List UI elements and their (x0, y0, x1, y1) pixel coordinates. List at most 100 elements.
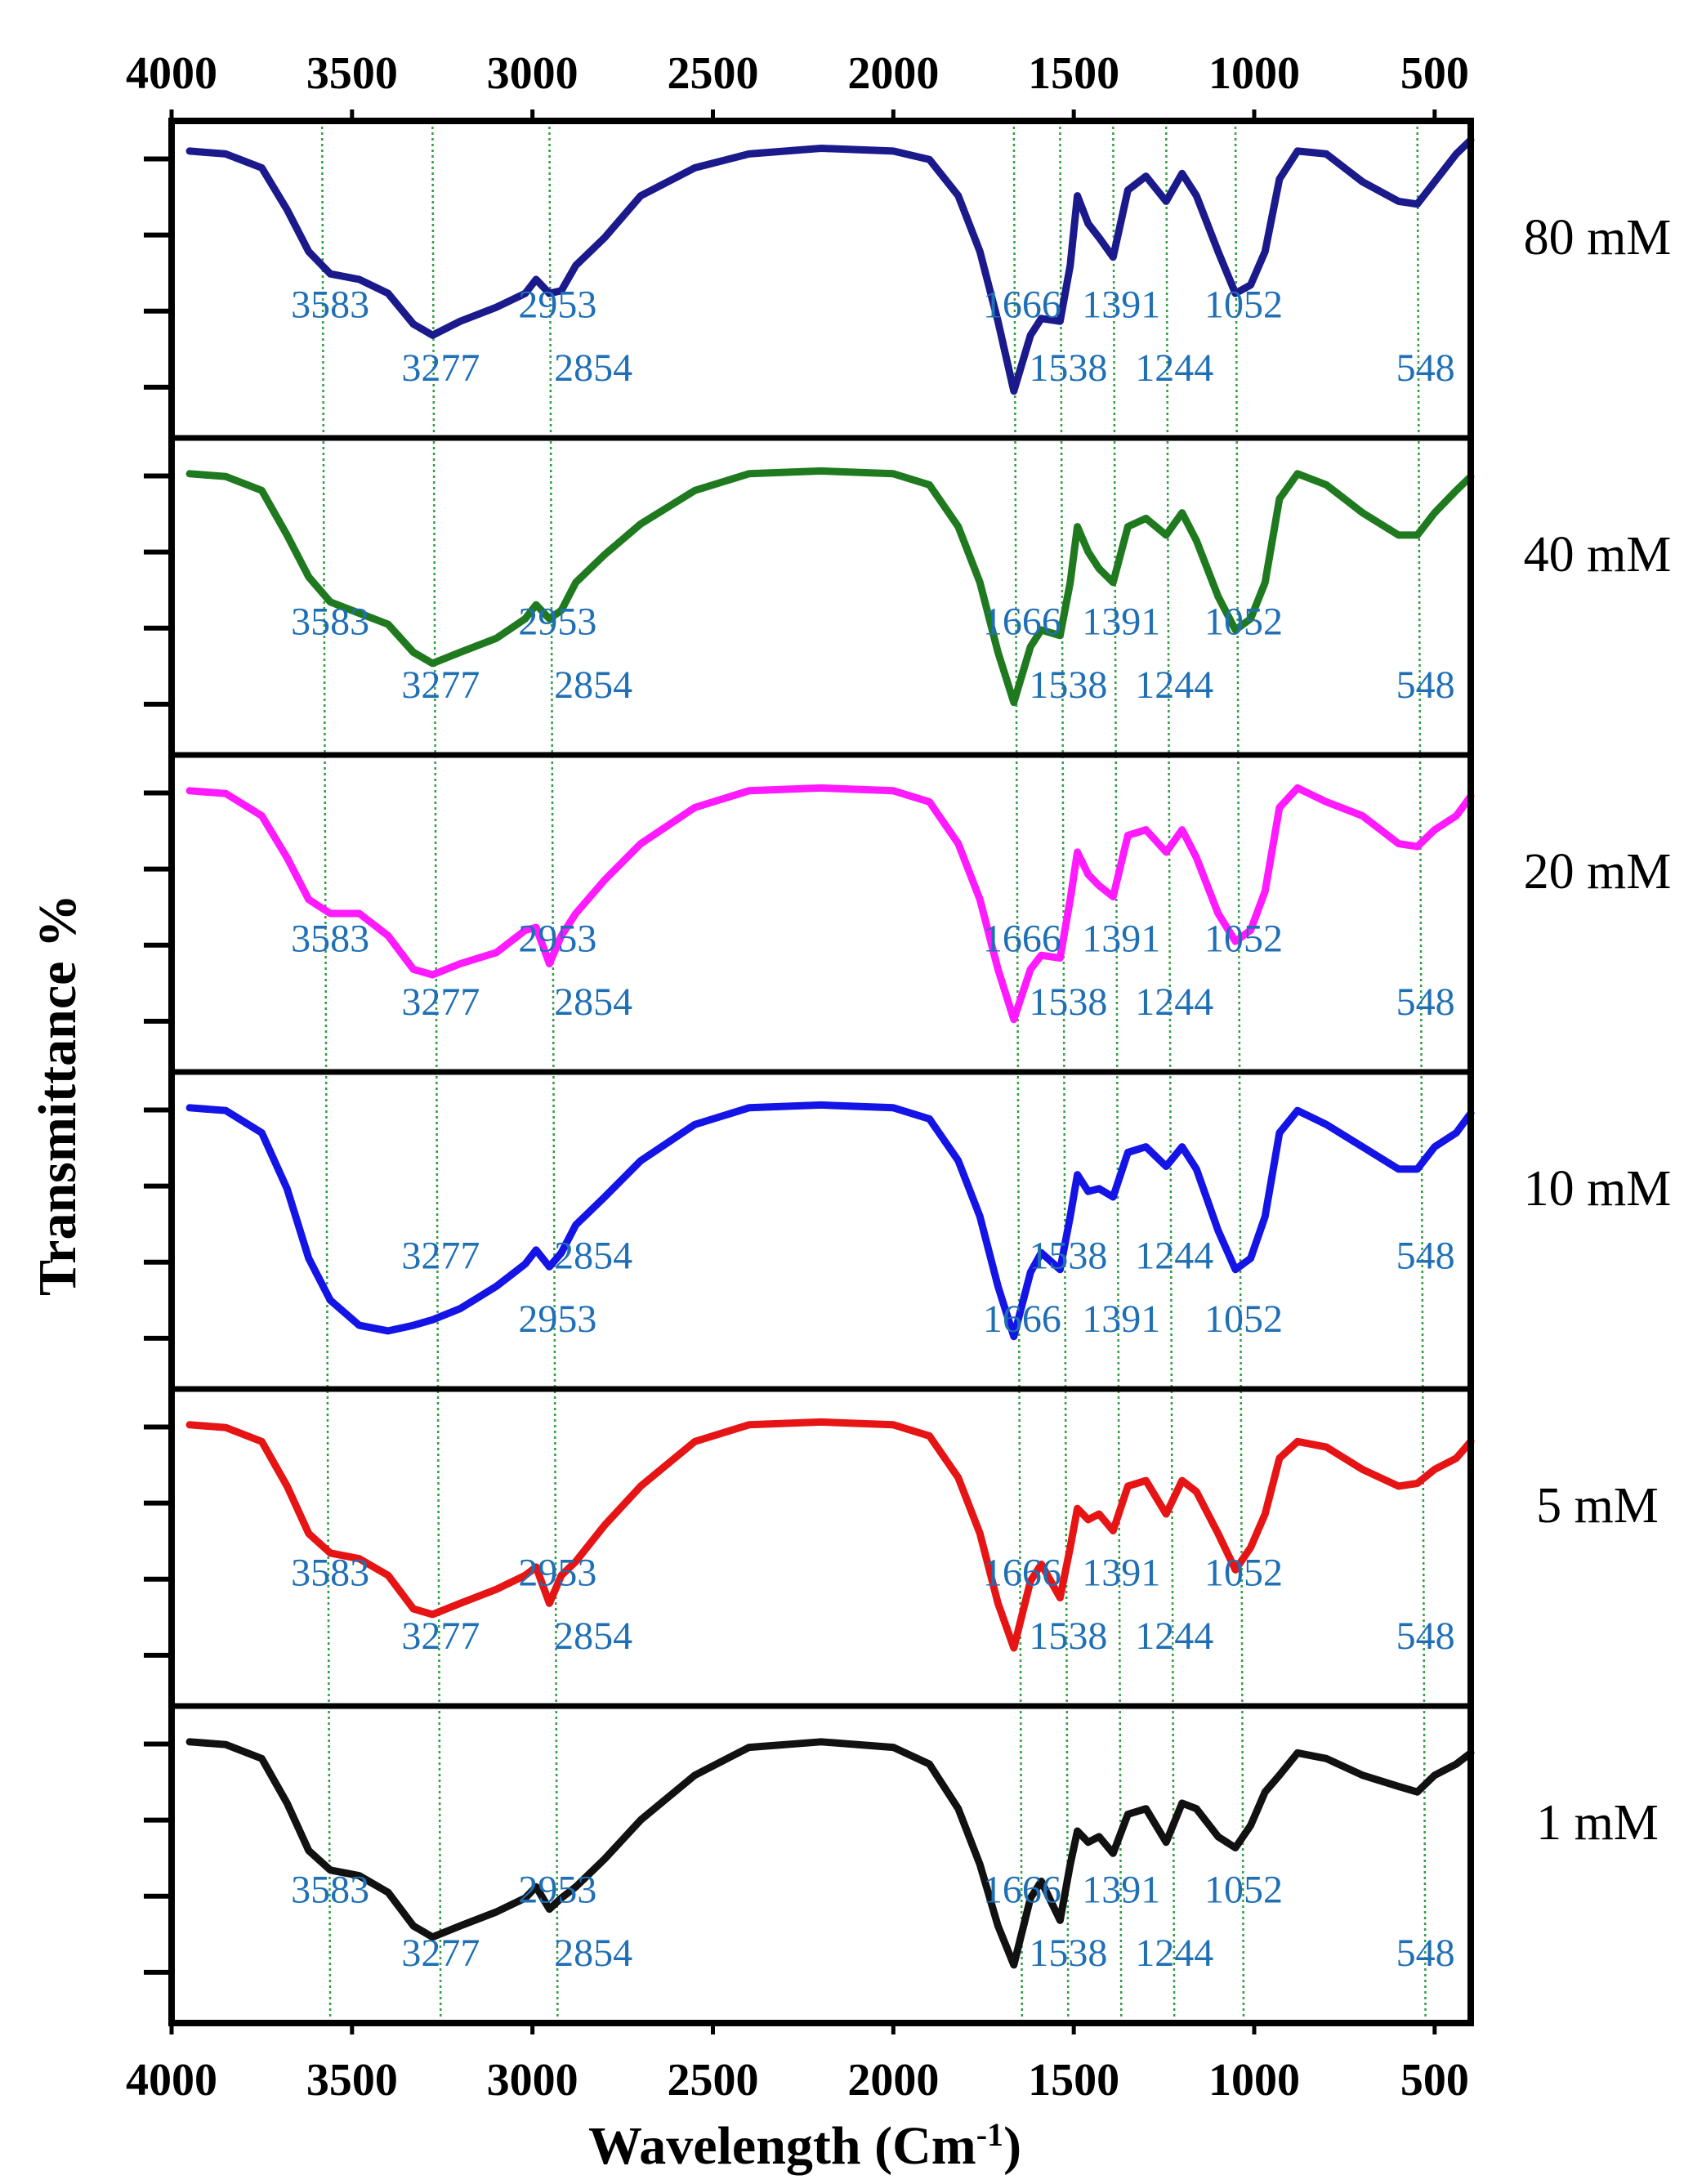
x-tick-label-top: 1500 (1028, 48, 1119, 99)
spectrum-line (185, 1101, 1475, 1341)
panel-20-mm: 20 mM 3583 3277 2953 2854 1666 1538 1391 1244 105… (144, 784, 1672, 1075)
peak-label-548: 548 (1396, 663, 1455, 707)
peak-label-1538: 1538 (1029, 980, 1107, 1024)
peak-label-1244: 1244 (1135, 663, 1213, 707)
peak-label-548: 548 (1396, 1235, 1455, 1278)
peak-label-1052: 1052 (1204, 1297, 1283, 1341)
peak-label-2953: 2953 (518, 1552, 596, 1595)
peak-label-1538: 1538 (1029, 1235, 1107, 1278)
peak-label-1666: 1666 (983, 284, 1061, 327)
x-tick-label-bottom: 4000 (126, 2055, 217, 2106)
x-tick-label-top: 3500 (306, 48, 398, 99)
peak-label-1244: 1244 (1135, 346, 1213, 390)
peak-label-1538: 1538 (1029, 1932, 1107, 1975)
peak-label-1538: 1538 (1029, 346, 1107, 390)
x-tick-label-bottom: 2000 (847, 2055, 939, 2106)
peak-label-2953: 2953 (518, 1869, 596, 1912)
peak-label-1391: 1391 (1082, 918, 1160, 961)
concentration-label: 20 mM (1524, 844, 1672, 900)
x-axis-title-text: Wavelength (Cm (588, 2116, 976, 2176)
peak-label-1538: 1538 (1029, 663, 1107, 707)
x-axis-title: Wavelength (Cm-1) (588, 2116, 1021, 2177)
peak-label-1666: 1666 (983, 1869, 1061, 1912)
spectrum-line (185, 1738, 1475, 1969)
peak-label-2953: 2953 (518, 601, 596, 644)
peak-label-1391: 1391 (1082, 1552, 1160, 1595)
peak-label-1052: 1052 (1204, 601, 1283, 644)
peak-label-1052: 1052 (1204, 1552, 1283, 1595)
peak-label-2854: 2854 (554, 663, 632, 707)
spectra-panels: 80 mM 3583 3277 2953 2854 1666 1538 1391 1244 105… (144, 136, 1672, 2026)
peak-label-2953: 2953 (518, 284, 596, 327)
peak-label-1391: 1391 (1082, 284, 1160, 327)
peak-label-3583: 3583 (291, 1869, 369, 1912)
x-tick-label-bottom: 3000 (487, 2055, 578, 2106)
peak-label-1666: 1666 (983, 1297, 1061, 1341)
x-tick-label-top: 4000 (126, 48, 217, 99)
peak-label-1052: 1052 (1204, 918, 1283, 961)
x-tick-label-top: 3000 (487, 48, 578, 99)
peak-label-3583: 3583 (291, 284, 369, 327)
peak-label-3583: 3583 (291, 601, 369, 644)
x-tick-label-top: 2500 (668, 48, 759, 99)
concentration-label: 1 mM (1536, 1795, 1659, 1851)
peak-label-548: 548 (1396, 1932, 1455, 1975)
peak-label-1391: 1391 (1082, 1869, 1160, 1912)
axes: 4000 4000 3500 3500 3000 3000 2500 2500 2000 2000… (126, 48, 1474, 2106)
peak-label-1244: 1244 (1135, 1932, 1213, 1975)
peak-label-2953: 2953 (518, 918, 596, 961)
x-axis-title-superscript: -1 (976, 2116, 1003, 2153)
panel-40-mm: 40 mM 3583 3277 2953 2854 1666 1538 1391 1244 105… (144, 467, 1672, 758)
panel-80-mm: 80 mM 3583 3277 2953 2854 1666 1538 1391 1244 105… (144, 136, 1672, 441)
peak-label-1538: 1538 (1029, 1615, 1107, 1658)
peak-label-1391: 1391 (1082, 601, 1160, 644)
spectrum-line (185, 1418, 1475, 1652)
spectrum-line (185, 784, 1475, 1024)
x-tick-label-bottom: 500 (1400, 2055, 1469, 2106)
peak-label-2854: 2854 (554, 980, 632, 1024)
peak-label-1052: 1052 (1204, 284, 1283, 327)
spectrum-line (185, 136, 1475, 395)
concentration-label: 5 mM (1536, 1478, 1659, 1534)
peak-label-2854: 2854 (554, 1615, 632, 1658)
peak-label-3583: 3583 (291, 918, 369, 961)
peak-label-3277: 3277 (401, 980, 480, 1024)
peak-label-3277: 3277 (401, 663, 480, 707)
panel-5-mm: 5 mM 3583 3277 2953 2854 1666 1538 1391 1244 1052… (144, 1418, 1659, 1709)
x-tick-label-bottom: 3500 (306, 2055, 398, 2106)
peak-label-3277: 3277 (401, 346, 480, 390)
peak-label-3277: 3277 (401, 1235, 480, 1278)
peak-label-1666: 1666 (983, 601, 1061, 644)
concentration-label: 80 mM (1524, 210, 1672, 266)
peak-label-1052: 1052 (1204, 1869, 1283, 1912)
spectrum-line (185, 467, 1475, 707)
x-tick-label-bottom: 1000 (1208, 2055, 1300, 2106)
peak-label-548: 548 (1396, 1615, 1455, 1658)
peak-label-1244: 1244 (1135, 1615, 1213, 1658)
plot-frame (168, 118, 1474, 2026)
y-axis-title: Transmittance % (28, 894, 87, 1296)
concentration-label: 40 mM (1524, 527, 1672, 583)
peak-label-548: 548 (1396, 980, 1455, 1024)
peak-label-1244: 1244 (1135, 980, 1213, 1024)
peak-label-2953: 2953 (518, 1297, 596, 1341)
peak-label-3583: 3583 (291, 1552, 369, 1595)
x-tick-label-top: 1000 (1208, 48, 1300, 99)
x-axis-title-close: ) (1003, 2116, 1021, 2176)
x-tick-label-top: 500 (1400, 48, 1469, 99)
peak-label-548: 548 (1396, 346, 1455, 390)
peak-label-1244: 1244 (1135, 1235, 1213, 1278)
peak-label-3277: 3277 (401, 1615, 480, 1658)
concentration-label: 10 mM (1524, 1161, 1672, 1217)
x-tick-label-bottom: 1500 (1028, 2055, 1119, 2106)
peak-label-2854: 2854 (554, 346, 632, 390)
peak-label-2854: 2854 (554, 1235, 632, 1278)
panel-1-mm: 1 mM 3583 3277 2953 2854 1666 1538 1391 1244 1052… (144, 1738, 1659, 2026)
x-tick-label-bottom: 2500 (668, 2055, 759, 2106)
peak-label-1666: 1666 (983, 1552, 1061, 1595)
panel-10-mm: 10 mM 3277 2953 2854 1666 1538 1391 1244 1052 548 (144, 1101, 1672, 1392)
peak-label-1391: 1391 (1082, 1297, 1160, 1341)
peak-label-2854: 2854 (554, 1932, 632, 1975)
x-tick-label-top: 2000 (847, 48, 939, 99)
